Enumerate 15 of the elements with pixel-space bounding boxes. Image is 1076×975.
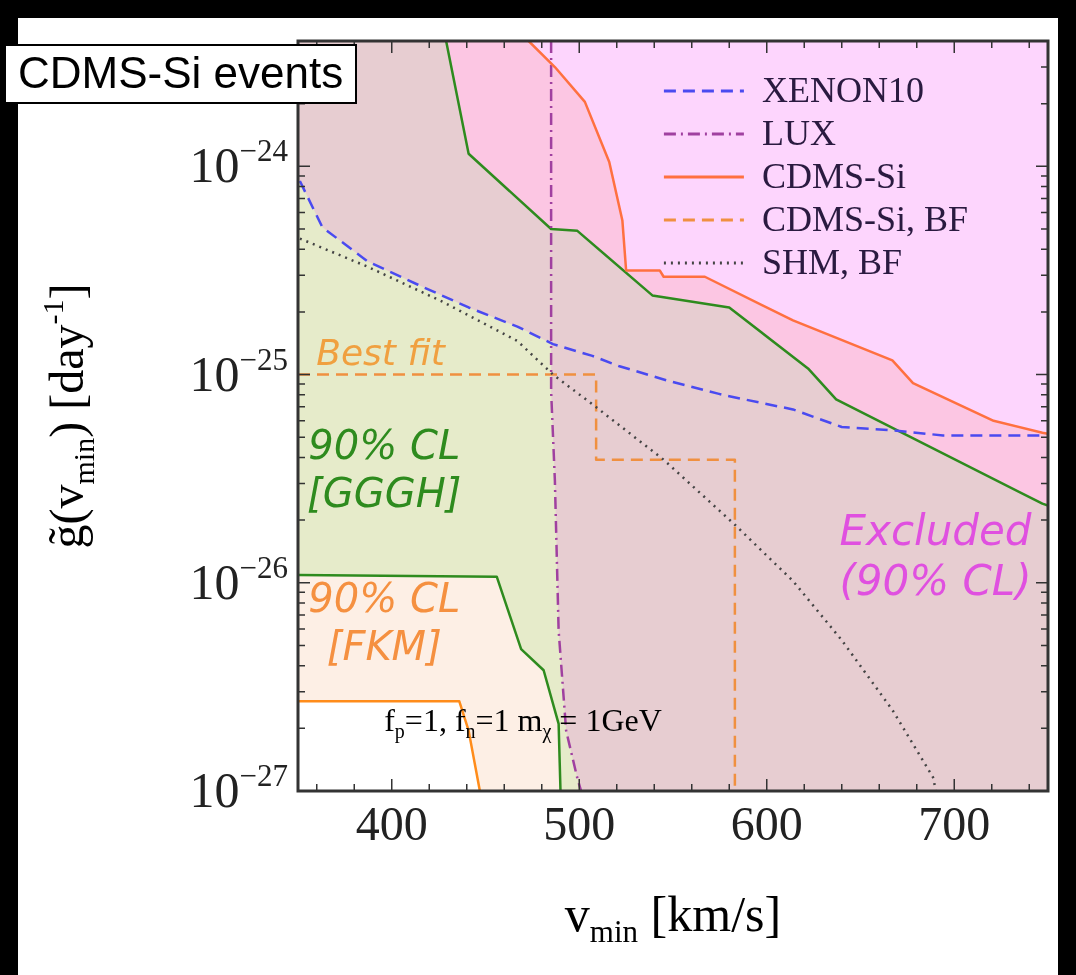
legend-label: CDMS-Si, BF — [761, 199, 969, 240]
legend-label: SHM, BF — [761, 242, 902, 283]
legend-label: XENON10 — [761, 70, 924, 111]
x-tick-label: 500 — [543, 797, 616, 851]
annotation: 90% CL [GGGH] — [307, 421, 462, 516]
annotation: Excluded (90% CL) — [839, 506, 1032, 606]
y-axis-title: g̃(vmin) [day-1] — [35, 283, 100, 549]
x-tick-label: 600 — [730, 797, 803, 851]
annotation: 90% CL [FKM] — [308, 575, 461, 670]
annotation: Best fit — [316, 331, 447, 373]
legend-label: CDMS-Si — [761, 156, 906, 197]
chart-title: CDMS-Si events — [4, 44, 358, 104]
x-tick-label: 700 — [918, 797, 991, 851]
legend-label: LUX — [761, 113, 836, 154]
x-tick-label: 400 — [355, 797, 428, 851]
